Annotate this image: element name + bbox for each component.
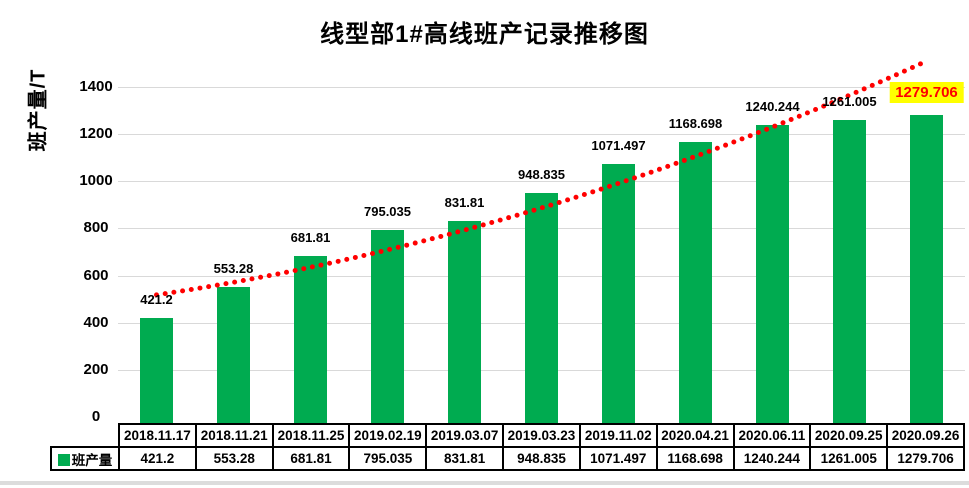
y-axis-tick-label: 400	[83, 313, 109, 331]
bar	[371, 229, 404, 423]
table-date-cell: 2020.09.25	[809, 423, 889, 448]
table-date-cell: 2020.04.21	[655, 423, 735, 448]
y-axis-tick-label: 1200	[79, 125, 113, 143]
table-date-cell: 2019.02.19	[348, 423, 428, 448]
bar	[756, 124, 789, 423]
bottom-edge-strip	[0, 481, 969, 485]
table-date-cell: 2018.11.17	[118, 423, 197, 448]
bar-value-label: 1168.698	[668, 115, 723, 131]
y-axis-tick-label: 200	[83, 360, 109, 378]
table-value-cell: 1168.698	[655, 446, 735, 471]
bar-value-label: 421.2	[140, 291, 173, 307]
y-axis-tick-label: 0	[91, 408, 101, 425]
bar-value-label: 681.81	[290, 230, 331, 246]
table-date-cell: 2018.11.21	[194, 423, 274, 448]
bar-value-label: 1261.005	[822, 93, 877, 109]
table-value-cell: 681.81	[271, 446, 351, 471]
table-value-cell: 795.035	[348, 446, 428, 471]
bar-value-label: 1071.497	[591, 138, 646, 154]
table-value-cell: 948.835	[502, 446, 581, 471]
table-date-cell: 2019.03.07	[425, 423, 505, 448]
table-value-cell: 553.28	[194, 446, 274, 471]
y-axis-tick-label: 800	[83, 219, 109, 237]
bar	[294, 256, 327, 423]
legend-cell: 班产量	[50, 446, 120, 471]
y-axis-label: 班产量/T	[27, 68, 50, 152]
bar-value-label: 1240.244	[745, 98, 800, 114]
table-value-cell: 421.2	[118, 446, 197, 471]
bar	[525, 193, 558, 423]
y-axis-tick-label: 600	[83, 266, 109, 284]
table-corner-blank	[51, 424, 119, 447]
y-axis-tick-label: 1000	[79, 172, 113, 190]
bar	[217, 286, 250, 423]
bar	[140, 317, 173, 423]
table-value-cell: 1071.497	[578, 446, 658, 471]
table-value-cell: 831.81	[425, 446, 505, 471]
table-value-cell: 1279.706	[886, 446, 965, 471]
table-date-cell: 2019.11.02	[578, 423, 658, 448]
bar-value-label: 553.28	[213, 260, 254, 276]
bar	[679, 141, 712, 423]
legend-swatch-icon	[57, 453, 70, 466]
bar	[448, 220, 481, 423]
table-date-cell: 2019.03.23	[502, 423, 581, 448]
y-axis-tick-label: 1400	[79, 78, 113, 95]
table-date-cell: 2020.09.26	[886, 423, 965, 448]
bar-value-label: 831.81	[444, 194, 485, 210]
table-date-cell: 2020.06.11	[732, 423, 812, 448]
bar	[910, 115, 943, 423]
bar-value-label: 948.835	[518, 167, 565, 183]
bar	[833, 119, 866, 423]
table-value-cell: 1261.005	[809, 446, 889, 471]
data-table: 2018.11.17 2018.11.21 2018.11.25 2019.02.19…	[50, 423, 965, 471]
gridline	[118, 87, 965, 88]
chart-title: 线型部1#高线班产记录推移图	[320, 21, 649, 48]
table-date-cell: 2018.11.25	[271, 423, 351, 448]
bar-value-label: 1279.706	[889, 82, 964, 104]
legend-label: 班产量	[71, 452, 113, 468]
bar	[602, 164, 635, 423]
table-value-cell: 1240.244	[732, 446, 812, 471]
bar-value-label: 795.035	[364, 203, 411, 219]
